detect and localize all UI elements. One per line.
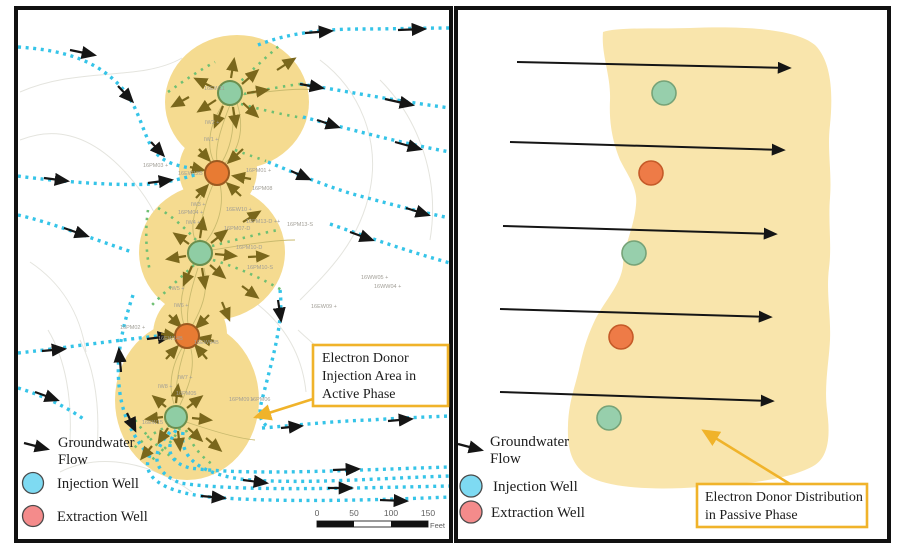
well-label: 16EW04B: [194, 340, 219, 346]
well-label: 16PM10-S: [247, 265, 273, 271]
injection-well-marker: [217, 80, 243, 106]
well-label: 16EW12B: [178, 171, 203, 177]
injection-well-marker: [187, 240, 213, 266]
injection-well-marker: [651, 80, 677, 106]
well-label: 16PM13-D ++: [246, 219, 280, 225]
passive-phase-schematic: [499, 27, 832, 489]
well-label: 16PM05: [176, 391, 197, 397]
injection-extraction-arrows: [140, 56, 297, 461]
extraction-well-marker: [174, 323, 200, 349]
legend-injection-label: Injection Well: [493, 479, 578, 495]
scale-bar: 0 50 100 150 Feet: [315, 508, 446, 530]
legend-flow-label: Flow: [58, 452, 88, 468]
groundwater-flow-arrow-icon: [457, 440, 484, 454]
well-label: 16EW10 +: [226, 207, 252, 213]
callout-line: in Passive Phase: [705, 508, 798, 523]
injection-well-icon: [21, 471, 45, 495]
callout-line: Injection Area in: [322, 369, 416, 384]
scale-tick: 100: [384, 508, 398, 518]
legend-flow-label: Flow: [490, 451, 521, 467]
well-label: IW7 +: [178, 375, 193, 381]
well-labels: 16PM03 + 16EW12B 16PM01 + 16PM08 16EW11 IW2 +…: [120, 86, 401, 426]
well-label: 16PM13-S: [287, 222, 313, 228]
extraction-well-marker: [638, 160, 664, 186]
well-label: 16WW04 +: [374, 284, 401, 290]
injection-well-marker: [621, 240, 647, 266]
legend-injection-label: Injection Well: [57, 476, 139, 492]
well-label: 16PM02 +: [120, 325, 145, 331]
well-label: 16PM01 +: [246, 168, 271, 174]
passive-wells: [596, 80, 677, 431]
well-label: IW5 +: [170, 286, 185, 292]
active-phase-map: 16PM03 + 16EW12B 16PM01 + 16PM08 16EW11 IW2 +…: [18, 22, 449, 508]
well-label: 16EW14B: [158, 336, 183, 342]
legend-groundwater-label: Groundwater: [490, 434, 569, 450]
extraction-well-marker: [608, 324, 634, 350]
well-label: 16PM04 +: [178, 210, 203, 216]
electron-donor-area-passive: [567, 27, 832, 489]
well-label: 16WW05 +: [361, 275, 388, 281]
well-label: 16PM03 +: [143, 163, 168, 169]
flow-arrows: [34, 22, 431, 508]
scale-unit: Feet: [430, 521, 446, 530]
legend-groundwater-label: Groundwater: [58, 435, 135, 451]
well-label: IW3 +: [191, 202, 206, 208]
well-label: 16PM09 +: [229, 397, 254, 403]
passive-phase-legend: Groundwater Flow Injection Well Extracti…: [457, 434, 585, 524]
well-label: 16EW15: [142, 420, 163, 426]
callout-line: Electron Donor: [322, 351, 409, 366]
scale-tick: 0: [315, 508, 320, 518]
well-label: IW2 +: [205, 120, 220, 126]
groundwater-flowlines: [18, 26, 449, 503]
wells: [164, 80, 243, 429]
passive-phase-callout: Electron Donor Distribution in Passive P…: [695, 429, 869, 529]
scale-tick: 50: [349, 508, 359, 518]
well-label: IW6 +: [174, 303, 189, 309]
legend-extraction-label: Extraction Well: [491, 505, 585, 521]
scale-tick: 150: [421, 508, 435, 518]
callout-line: Electron Donor Distribution: [705, 490, 863, 505]
injection-well-marker: [164, 405, 188, 429]
passive-flow-arrows: [499, 61, 792, 407]
active-phase-callout: Electron Donor Injection Area in Active …: [253, 343, 450, 421]
legend-extraction-label: Extraction Well: [57, 509, 148, 525]
injection-well-marker: [596, 405, 622, 431]
callout-line: Active Phase: [322, 387, 395, 402]
well-label: 16PM07-D: [224, 226, 250, 232]
extraction-well-marker: [204, 160, 230, 186]
well-label: IW1 +: [204, 137, 219, 143]
injection-well-icon: [459, 474, 483, 498]
well-label: 16EW09 +: [311, 304, 337, 310]
extraction-well-icon: [459, 500, 483, 524]
well-label: IW8 +: [158, 384, 173, 390]
well-label: 16EW11: [204, 86, 225, 92]
extraction-well-icon: [21, 504, 45, 528]
well-label: 16PM08: [252, 186, 273, 192]
well-label: 16PM10-D: [236, 245, 262, 251]
active-phase-legend: Groundwater Flow Injection Well Extracti…: [21, 435, 148, 528]
well-label: 16PM06: [250, 397, 271, 403]
well-label: IW4 +: [186, 220, 201, 226]
groundwater-flow-arrow-icon: [23, 439, 50, 453]
